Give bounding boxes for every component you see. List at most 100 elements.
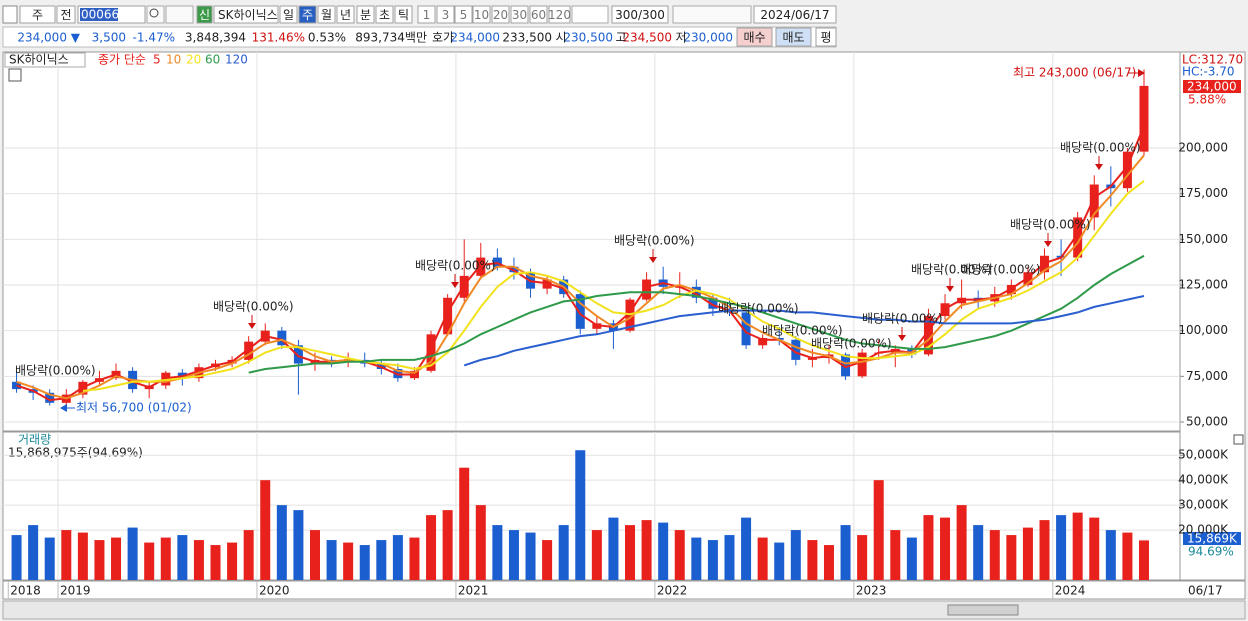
volume-bar [923,515,934,580]
low-annotation: 최저 56,700 (01/02) [76,401,192,415]
candle-body [12,381,22,390]
sell-button[interactable] [775,27,812,47]
interval-button-label: 30 [512,8,527,22]
volume-bar [160,537,171,580]
volume-bar [409,537,420,580]
volume-bar [343,542,354,580]
table-icon[interactable] [8,68,22,82]
candle-body [426,334,436,371]
buy-button[interactable] [736,27,773,47]
volume-bar [227,542,238,580]
interval-button-label: 60 [531,8,546,22]
stock-name-label: SK하이닉스 [218,8,278,22]
stock-name[interactable] [213,5,279,24]
y-tick-label: 100,000 [1178,323,1228,337]
period-tab[interactable] [375,5,394,24]
candle-body [1139,85,1149,152]
period-tab-label: 월 [321,8,332,22]
dividend-annotation: 배당락(0.00%) [1010,218,1091,232]
interval-button[interactable] [417,5,436,24]
count-field-label: 300/300 [615,8,665,22]
avg-button[interactable] [815,27,837,47]
legend-entry: 20 [186,53,201,67]
volume-bar [674,530,685,580]
interval-button[interactable] [510,5,529,24]
y-tick-label: 175,000 [1178,186,1228,200]
interval-button[interactable] [491,5,510,24]
period-tab[interactable] [394,5,413,24]
candle-body [791,339,801,360]
sound-button[interactable] [165,5,194,24]
volume-bar [1105,530,1116,580]
prev-button[interactable] [56,5,76,24]
period-tab-label: 틱 [398,8,409,22]
interval-button[interactable] [436,5,455,24]
dividend-annotation: 배당락(0.00%) [614,234,695,248]
volume-bar [193,540,204,580]
volume-bar [641,520,652,580]
period-tab[interactable] [298,5,317,24]
candle-body [293,345,303,364]
period-tab[interactable] [317,5,336,24]
volume-bar [508,530,519,580]
volume-bar [1022,527,1033,580]
menu-icon[interactable] [2,5,18,24]
y-tick-label: 40,000K [1178,473,1229,487]
period-tab-label: 주 [302,8,313,22]
y-tick-label: 75,000 [1186,369,1228,383]
quote-volume-ratio: 131.46% [252,31,305,45]
interval-button[interactable] [548,5,571,24]
scroll-thumb[interactable] [947,604,1019,616]
x-tick-label: 2018 [10,584,41,598]
volume-bar [144,542,155,580]
annotation-arrowhead [898,335,906,341]
interval-button-label: 3 [442,8,450,22]
low-arrowhead [60,404,67,412]
candle-body [575,294,585,329]
period-tab[interactable] [279,5,298,24]
last-price-box [1183,80,1241,93]
dividend-annotation: 배당락(0.00%) [862,312,943,326]
search-button[interactable] [146,5,165,24]
quote-change: 3,500 [92,31,126,45]
interval-button[interactable] [472,5,491,24]
volume-bar [376,540,387,580]
volume-bar [61,530,72,580]
interval-button[interactable] [454,5,473,24]
interval-button[interactable] [529,5,548,24]
volume-bar [774,542,785,580]
legend-entry: 10 [166,53,181,67]
date-field[interactable] [753,5,837,24]
period-tab[interactable] [336,5,355,24]
period-select[interactable] [19,5,56,24]
interval-button-label: 10 [474,8,489,22]
volume-bar [724,535,735,580]
y-tick-label: 150,000 [1178,232,1228,246]
x-tick-label: 2020 [259,584,290,598]
volume-bar [359,545,370,580]
dividend-annotation: 배당락(0.00%) [15,364,96,378]
volume-bar [77,532,88,580]
dividend-annotation: 배당락(0.00%) [762,324,843,338]
right-axis [1179,51,1246,581]
volume-bar [873,480,884,580]
close-panel[interactable] [1233,434,1244,445]
annotation-arrowhead [248,323,256,329]
search-icon [149,8,159,18]
dividend-annotation: 배당락(0.00%) [213,300,294,314]
annotation-arrowhead [1095,164,1103,170]
period-tab[interactable] [356,5,375,24]
volume-bar [309,530,320,580]
volume-bar [392,535,403,580]
new-badge[interactable] [196,5,213,24]
chart-tools[interactable] [672,5,752,24]
volume-info: 15,868,975주(94.69%) [8,446,143,460]
volume-bar [525,532,536,580]
volume-bar [691,537,702,580]
count-field[interactable] [611,5,669,24]
ma-line [16,154,1145,400]
interval-dropdown[interactable] [571,5,609,24]
volume-bar [44,537,55,580]
scroll-bar[interactable] [2,600,1246,620]
volume-bar [459,467,470,580]
